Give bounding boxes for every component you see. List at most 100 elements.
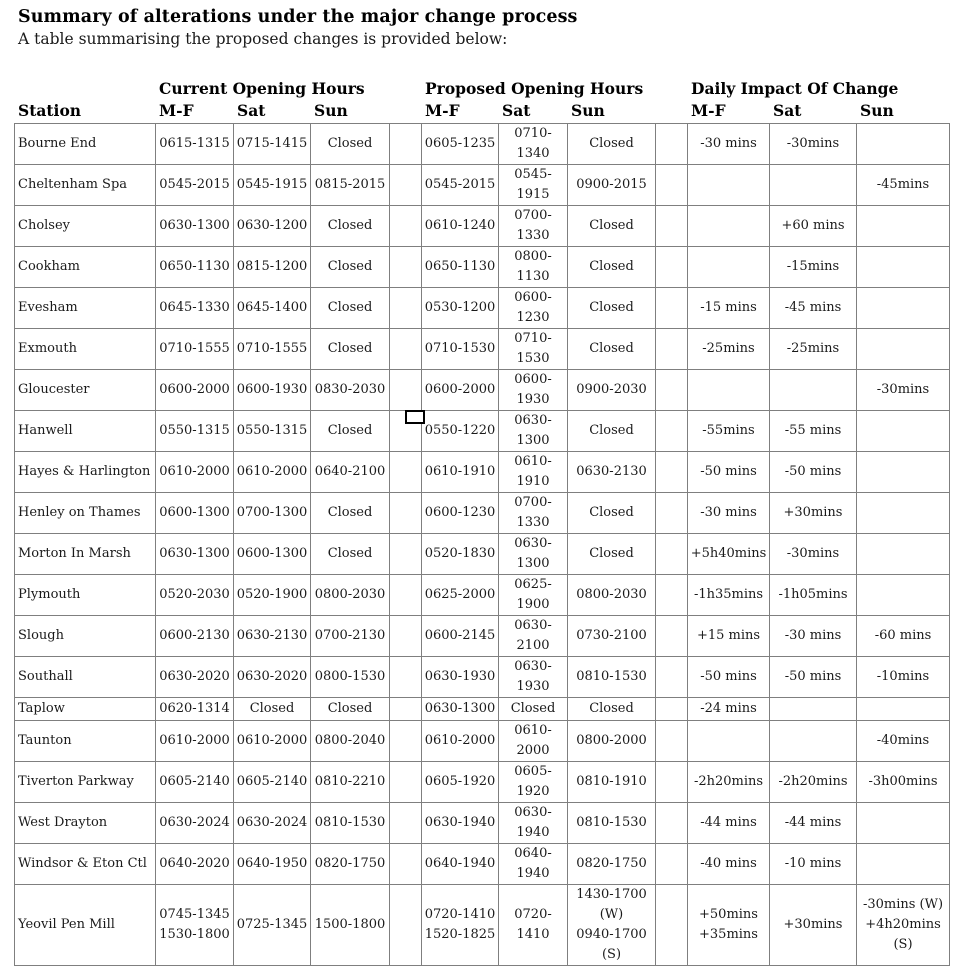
value-cell: 0640-1950 xyxy=(233,843,311,886)
value-cell: 0710-1340 xyxy=(498,123,568,165)
value-cell: -30 mins xyxy=(687,492,770,534)
table-gap xyxy=(389,164,422,206)
value-cell xyxy=(769,720,857,763)
table-gap xyxy=(655,205,688,247)
value-cell: -15mins xyxy=(769,246,857,288)
value-cell: 0710-1530 xyxy=(421,328,499,370)
value-cell: 0630-2024 xyxy=(233,802,311,845)
value-cell: 0545-1915 xyxy=(233,164,311,206)
table-gap xyxy=(655,369,688,411)
value-cell: 0520-1900 xyxy=(233,574,311,616)
value-cell: 0630-1930 xyxy=(498,656,568,698)
value-cell: -50 mins xyxy=(687,656,770,698)
value-cell: 0630-2024 xyxy=(155,802,234,845)
value-cell: -55 mins xyxy=(769,410,857,452)
table-row: Southall 0630-2020 0630-2020 0800-1530 0630-… xyxy=(14,656,950,698)
value-cell: 0630-2020 xyxy=(233,656,311,698)
table-gap xyxy=(389,205,422,247)
value-cell xyxy=(856,451,950,493)
table-row: Cholsey 0630-1300 0630-1200 Closed 0610-1240… xyxy=(14,205,950,247)
value-cell: 0600-1300 xyxy=(155,492,234,534)
value-cell: 0550-1220 xyxy=(421,410,499,452)
value-cell: -10 mins xyxy=(769,843,857,886)
value-cell: -30mins xyxy=(769,533,857,575)
value-cell: 0820-1750 xyxy=(310,843,390,886)
value-cell: 0630-1300 xyxy=(498,410,568,452)
value-cell: 0640-1940 xyxy=(498,843,568,886)
value-cell: Closed xyxy=(233,696,311,722)
value-cell: 0725-1345 xyxy=(233,884,311,966)
station-cell: Cookham xyxy=(14,246,156,288)
value-cell: 0630-1940 xyxy=(498,802,568,845)
table-gap xyxy=(655,574,688,616)
value-cell: Closed xyxy=(310,205,390,247)
value-cell xyxy=(769,696,857,722)
table-gap xyxy=(655,843,688,886)
value-cell: 0520-2030 xyxy=(155,574,234,616)
station-cell: Tiverton Parkway xyxy=(14,761,156,804)
value-cell: Closed xyxy=(567,533,656,575)
table-row: Cookham 0650-1130 0815-1200 Closed 0650-1130… xyxy=(14,246,950,288)
col-header-current-sat: Sat xyxy=(237,101,266,120)
station-cell: Hayes & Harlington xyxy=(14,451,156,493)
value-cell: -50 mins xyxy=(769,656,857,698)
value-cell: Closed xyxy=(567,246,656,288)
value-cell: -2h20mins xyxy=(687,761,770,804)
value-cell: 0800-1530 xyxy=(310,656,390,698)
value-cell: 0610-1910 xyxy=(421,451,499,493)
value-cell: -25mins xyxy=(687,328,770,370)
value-cell: +50mins +35mins xyxy=(687,884,770,966)
table-gap xyxy=(655,123,688,165)
value-cell: 0610-2000 xyxy=(155,451,234,493)
value-cell: Closed xyxy=(567,328,656,370)
value-cell: 0710-1555 xyxy=(233,328,311,370)
table-row: Hanwell 0550-1315 0550-1315 Closed 0550-1220… xyxy=(14,410,950,452)
value-cell: 0600-1930 xyxy=(498,369,568,411)
table-row: Exmouth 0710-1555 0710-1555 Closed 0710-1530… xyxy=(14,328,950,370)
col-header-current-sun: Sun xyxy=(314,101,348,120)
table-gap xyxy=(655,696,688,722)
value-cell: Closed xyxy=(567,123,656,165)
value-cell: 0605-1920 xyxy=(498,761,568,804)
value-cell: -30mins xyxy=(769,123,857,165)
table-row: Evesham 0645-1330 0645-1400 Closed 0530-1200… xyxy=(14,287,950,329)
value-cell: 0545-1915 xyxy=(498,164,568,206)
value-cell: 0630-2130 xyxy=(233,615,311,657)
value-cell: 0630-1200 xyxy=(233,205,311,247)
value-cell: 0700-1300 xyxy=(233,492,311,534)
value-cell: Closed xyxy=(310,328,390,370)
value-cell: +30mins xyxy=(769,884,857,966)
value-cell xyxy=(856,843,950,886)
value-cell: 0700-2130 xyxy=(310,615,390,657)
page-title: Summary of alterations under the major c… xyxy=(18,7,578,27)
value-cell xyxy=(856,492,950,534)
value-cell: 0630-1940 xyxy=(421,802,499,845)
value-cell: 0720-1410 1520-1825 xyxy=(421,884,499,966)
value-cell: 0600-1230 xyxy=(498,287,568,329)
value-cell: 0645-1400 xyxy=(233,287,311,329)
col-header-station: Station xyxy=(18,101,82,120)
value-cell: 0800-2040 xyxy=(310,720,390,763)
table-gap xyxy=(389,884,422,966)
value-cell: 0610-1910 xyxy=(498,451,568,493)
value-cell xyxy=(856,802,950,845)
page-subtitle: A table summarising the proposed changes… xyxy=(18,30,508,48)
value-cell: 0640-2100 xyxy=(310,451,390,493)
group-header-impact: Daily Impact Of Change xyxy=(691,79,899,98)
value-cell: +5h40mins xyxy=(687,533,770,575)
value-cell: 0630-2100 xyxy=(498,615,568,657)
table-row: Hayes & Harlington 0610-2000 0610-2000 0640… xyxy=(14,451,950,493)
value-cell: -45mins xyxy=(856,164,950,206)
value-cell: 0700-1330 xyxy=(498,492,568,534)
value-cell: 0600-2000 xyxy=(155,369,234,411)
value-cell: 1500-1800 xyxy=(310,884,390,966)
table-headers: Current Opening Hours Proposed Opening H… xyxy=(14,78,949,122)
table-body: Bourne End 0615-1315 0715-1415 Closed 0605-1… xyxy=(14,123,950,966)
value-cell: -30mins (W) +4h20mins (S) xyxy=(856,884,950,966)
value-cell xyxy=(856,205,950,247)
station-cell: Southall xyxy=(14,656,156,698)
value-cell: Closed xyxy=(310,287,390,329)
value-cell: 0625-2000 xyxy=(421,574,499,616)
station-cell: Hanwell xyxy=(14,410,156,452)
value-cell: Closed xyxy=(310,410,390,452)
